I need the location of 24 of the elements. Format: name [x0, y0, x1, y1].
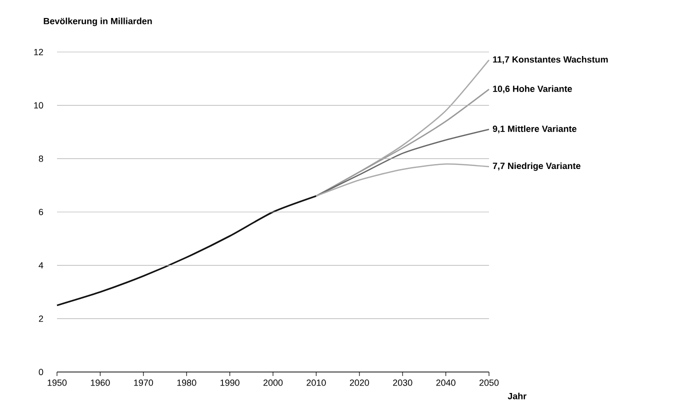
- x-tick-label: 1990: [220, 380, 240, 386]
- y-tick-label: 8: [38, 155, 44, 162]
- x-tick-label: 2020: [350, 380, 370, 386]
- y-tick-label: 12: [34, 48, 44, 56]
- y-tick-label: 2: [38, 316, 44, 322]
- y-tick-label: 0: [38, 368, 44, 376]
- x-tick-label: 1980: [177, 380, 196, 386]
- series-label: 10,6 Hohe Variante: [493, 85, 572, 94]
- x-tick-label: 2040: [436, 380, 456, 386]
- y-tick-label: 10: [34, 102, 44, 109]
- series-label: 7,7 Niedrige Variante: [492, 162, 580, 171]
- x-tick-label: 2050: [479, 380, 499, 386]
- y-axis-title: Bevölkerung in Milliarden: [44, 18, 152, 26]
- x-tick-label: 1970: [134, 380, 154, 386]
- x-axis-title: Jahr: [508, 392, 526, 400]
- x-tick-label: 1950: [48, 380, 67, 386]
- y-tick-label: 4: [38, 262, 44, 268]
- x-tick-label: 1960: [90, 380, 110, 386]
- x-tick-label: 2000: [263, 380, 283, 386]
- x-tick-label: 2010: [306, 380, 326, 386]
- x-tick-label: 2030: [393, 380, 412, 386]
- y-tick-label: 6: [38, 208, 44, 216]
- series-label: 11,7 Konstantes Wachstum: [493, 56, 608, 64]
- series-label: 9,1 Mittlere Variante: [492, 125, 576, 134]
